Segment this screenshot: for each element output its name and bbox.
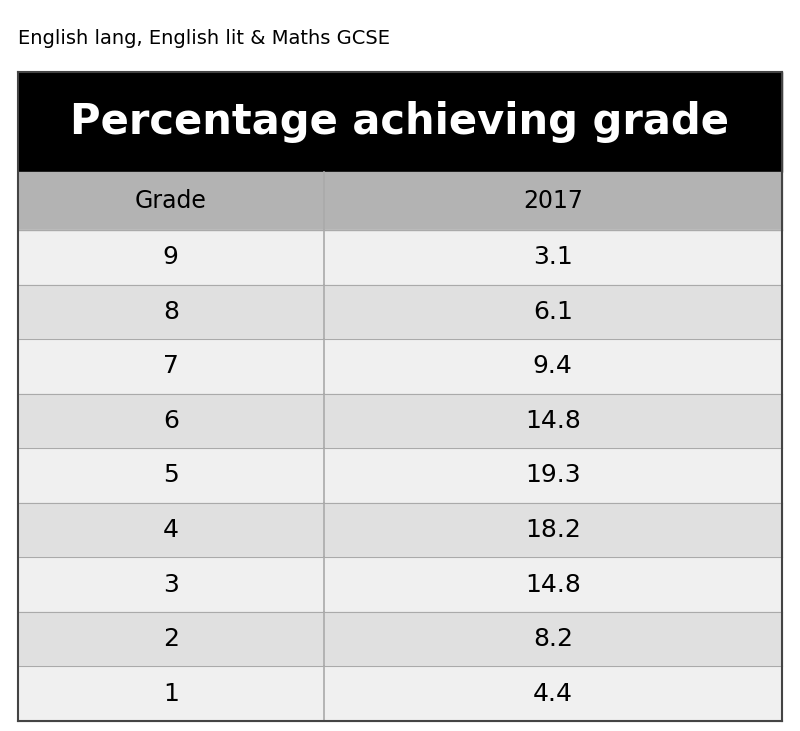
Text: Percentage achieving grade: Percentage achieving grade	[70, 101, 730, 143]
Text: 5: 5	[163, 463, 178, 488]
Bar	[18, 230, 782, 284]
Text: 4.4: 4.4	[533, 682, 573, 705]
Text: 14.8: 14.8	[525, 409, 581, 433]
Text: 2017: 2017	[523, 189, 582, 213]
Bar	[18, 172, 782, 230]
Text: 18.2: 18.2	[525, 518, 581, 542]
Text: 6.1: 6.1	[533, 300, 573, 324]
Text: 8.2: 8.2	[533, 627, 573, 651]
Text: 3: 3	[163, 572, 178, 596]
Bar	[18, 394, 782, 448]
Bar	[18, 503, 782, 557]
Text: 7: 7	[163, 355, 178, 379]
Bar	[18, 557, 782, 612]
Text: 9.4: 9.4	[533, 355, 573, 379]
Text: 3.1: 3.1	[533, 246, 573, 269]
Bar	[18, 612, 782, 667]
Text: 6: 6	[163, 409, 179, 433]
Text: Grade: Grade	[135, 189, 206, 213]
Bar	[18, 284, 782, 339]
Bar	[18, 448, 782, 503]
Text: 2: 2	[163, 627, 179, 651]
Text: 4: 4	[163, 518, 179, 542]
Text: 19.3: 19.3	[525, 463, 581, 488]
Bar	[18, 72, 782, 172]
Text: 1: 1	[163, 682, 178, 705]
Text: English lang, English lit & Maths GCSE: English lang, English lit & Maths GCSE	[18, 29, 390, 48]
Bar	[18, 339, 782, 394]
Text: 8: 8	[163, 300, 179, 324]
Text: 14.8: 14.8	[525, 572, 581, 596]
Text: 9: 9	[163, 246, 178, 269]
Bar	[18, 667, 782, 721]
